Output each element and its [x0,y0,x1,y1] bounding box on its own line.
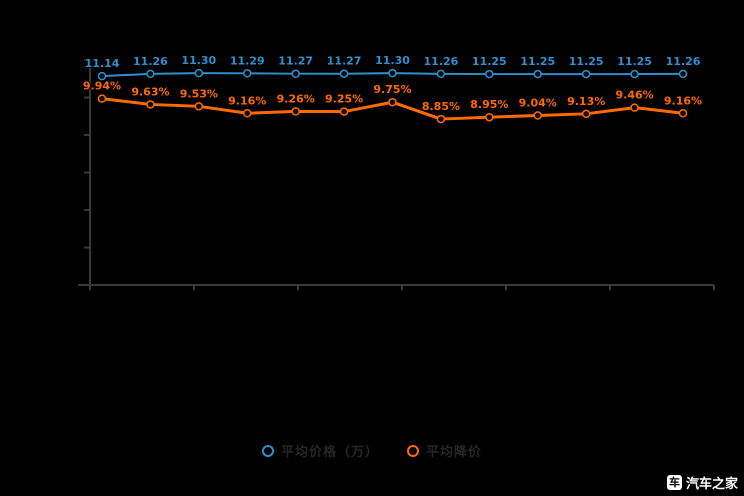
legend-item-avg-discount[interactable]: 平均降价 [407,441,482,460]
data-point [194,102,204,111]
watermark-text: 汽车之家 [685,477,738,492]
data-label: 11.25 [569,55,604,68]
data-label: 9.46% [615,89,653,102]
data-point [436,114,446,124]
data-label: 11.29 [230,54,265,67]
legend-label-avg-discount: 平均降价 [426,445,483,460]
data-point [581,109,591,119]
data-label: 9.16% [664,94,702,107]
data-label: 9.13% [567,95,605,108]
data-point [436,69,446,79]
data-point [291,69,300,78]
data-label: 9.04% [519,97,557,110]
data-label: 9.75% [373,83,411,96]
legend-marker-discount-icon [407,444,419,457]
data-point [243,69,252,78]
data-point [485,112,494,122]
data-label: 11.27 [327,55,362,68]
data-label: 11.26 [666,55,701,68]
data-label: 11.25 [617,55,652,68]
data-point [388,68,397,78]
data-point [291,107,300,116]
data-label: 11.30 [375,54,410,67]
data-point [194,68,204,78]
data-label: 11.26 [424,55,459,68]
data-point [485,69,494,79]
data-label: 8.85% [422,100,460,113]
data-point [630,69,639,79]
data-point [533,111,542,120]
data-point [243,109,252,118]
data-label: 9.94% [83,80,121,93]
data-point [339,69,349,78]
chart-legend: 平均价格（万） 平均降价 [0,441,744,460]
data-label: 9.26% [277,92,315,105]
data-label: 11.30 [181,54,216,67]
data-label: 11.14 [85,57,120,70]
data-point [388,97,397,107]
data-label: 9.53% [180,87,218,100]
data-point [146,100,155,109]
autohome-logo-icon: 车 [666,475,682,490]
data-label: 9.25% [325,93,363,106]
data-point [678,109,688,118]
data-label: 8.95% [470,98,508,111]
data-point [97,94,107,103]
data-point [533,69,542,79]
data-point [678,69,688,79]
data-label: 11.25 [472,55,507,68]
data-label: 9.63% [131,85,169,98]
data-point [630,103,639,112]
data-label: 11.27 [278,55,313,68]
data-point [97,71,107,81]
legend-label-avg-price: 平均价格（万） [280,445,379,460]
data-point [339,107,349,116]
data-point [146,69,155,79]
data-label: 11.26 [133,55,168,68]
watermark-autohome: 车 汽车之家 [666,473,738,492]
legend-item-avg-price[interactable]: 平均价格（万） [261,441,379,460]
data-point [581,69,591,79]
legend-marker-price-icon [261,444,274,457]
data-label: 11.25 [520,55,555,68]
data-label: 9.16% [228,94,266,107]
